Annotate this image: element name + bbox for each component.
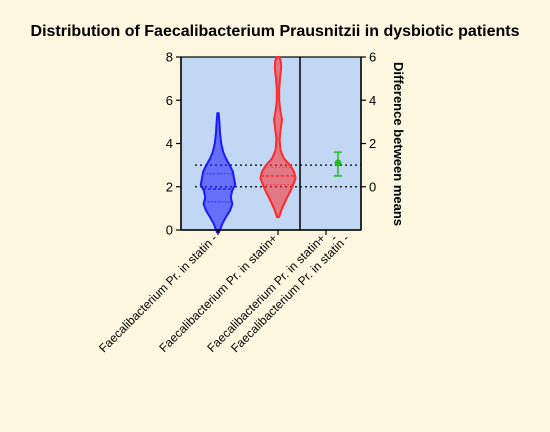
category-label-0: Faecalibacterium Pr. in statin - <box>96 231 220 355</box>
category-labels: Faecalibacterium Pr. in statin -Faecalib… <box>96 231 352 355</box>
right-tick-label-0: 0 <box>369 179 376 194</box>
left-tick-label-8: 8 <box>166 50 173 65</box>
left-tick-label-2: 2 <box>166 179 173 194</box>
left-tick-label-0: 0 <box>166 223 173 238</box>
chart-title: Distribution of Faecalibacterium Prausni… <box>31 23 520 40</box>
difference-mean-point <box>335 159 342 166</box>
right-tick-label-4: 4 <box>369 93 376 108</box>
left-tick-label-4: 4 <box>166 136 173 151</box>
right-tick-label-2: 2 <box>369 136 376 151</box>
right-axis-label: Difference between means <box>391 62 406 226</box>
right-tick-label-6: 6 <box>369 50 376 65</box>
left-tick-label-6: 6 <box>166 93 173 108</box>
category-label-4: Faecalibacterium Pr. in statin - <box>228 231 352 355</box>
